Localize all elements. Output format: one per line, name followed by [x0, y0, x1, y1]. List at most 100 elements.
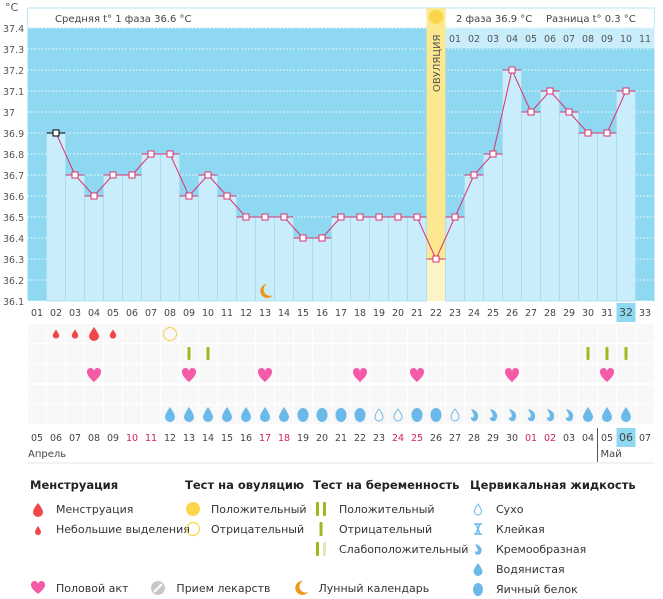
sticky-icon [474, 523, 482, 535]
date-label: 19 [297, 433, 309, 444]
row-cell [237, 385, 255, 404]
row-cell [389, 364, 407, 383]
row-cell [104, 364, 122, 383]
row-cell [427, 385, 445, 404]
watery-icon [184, 407, 194, 422]
creamy-icon [527, 409, 536, 422]
legend-ovulation-test: Тест на овуляцию Положительный Отрицател… [185, 478, 307, 539]
legend-title: Цервикальная жидкость [470, 478, 636, 492]
row-cell [218, 324, 236, 343]
row-cell [199, 385, 217, 404]
temperature-point [128, 171, 136, 179]
row-cell [408, 344, 426, 363]
row-cell [66, 344, 84, 363]
row-cell [123, 385, 141, 404]
row-cell [218, 344, 236, 363]
row-cell [541, 385, 559, 404]
temperature-point [280, 213, 288, 221]
cycle-day-label: 28 [544, 308, 556, 319]
row-cell [85, 385, 103, 404]
row-cell [503, 324, 521, 343]
watery-icon [602, 407, 612, 422]
row-cell [636, 324, 654, 343]
row-cell [465, 324, 483, 343]
row-cell [199, 324, 217, 343]
row-cell [446, 385, 464, 404]
creamy-icon [470, 409, 479, 422]
row-cell [47, 344, 65, 363]
cycle-day-label: 04 [88, 308, 100, 319]
row-cell [465, 344, 483, 363]
row-cell [446, 405, 464, 424]
row-cell [636, 385, 654, 404]
date-label: 20 [316, 433, 328, 444]
row-cell [370, 364, 388, 383]
cycle-day-label: 16 [316, 308, 328, 319]
row-cell [427, 364, 445, 383]
row-cell [256, 385, 274, 404]
next-date-label: 04 [506, 34, 518, 45]
creamy-icon [508, 409, 517, 422]
temperature-bar [65, 174, 85, 302]
temperature-difference: Разница t° 0.3 °C [546, 14, 636, 25]
pregnancy-test-negative-icon [624, 347, 628, 360]
temperature-point [299, 234, 307, 242]
y-tick-label: 36.7 [3, 171, 24, 182]
small-drop-icon [35, 526, 41, 535]
creamy-icon [489, 409, 498, 422]
cycle-day-label: 32 [619, 306, 633, 319]
next-date-label: 11 [639, 34, 651, 45]
heart-icon [257, 367, 273, 382]
row-cell [598, 385, 616, 404]
egg-white-icon [430, 408, 442, 422]
legend-other: Половой акт Прием лекарств Лунный календ… [30, 578, 429, 598]
temperature-bar [274, 216, 294, 302]
next-date-label: 01 [449, 34, 461, 45]
moon-icon [294, 580, 308, 595]
heart-icon [599, 367, 615, 382]
temperature-point [166, 150, 174, 158]
row-cell [484, 344, 502, 363]
temperature-bar [597, 132, 617, 302]
egg-white-icon [411, 408, 423, 422]
temperature-point [508, 66, 516, 74]
temperature-point [622, 87, 630, 95]
ovulation-sun-icon [429, 10, 443, 24]
row-cell [484, 364, 502, 383]
row-cell [104, 405, 122, 424]
temperature-bar [483, 153, 503, 302]
temperature-point [204, 171, 212, 179]
row-cell [370, 344, 388, 363]
row-cell [389, 344, 407, 363]
date-label: 02 [544, 433, 556, 444]
cycle-day-label: 26 [506, 308, 518, 319]
test-negative-icon [319, 522, 323, 536]
row-cell [560, 364, 578, 383]
cycle-day-label: 19 [373, 308, 385, 319]
next-date-label: 06 [544, 34, 556, 45]
row-cell [484, 385, 502, 404]
watery-icon [203, 407, 213, 422]
temperature-point [261, 213, 269, 221]
cycle-day-label: 21 [411, 308, 423, 319]
row-cell [370, 405, 388, 424]
temperature-point [603, 129, 611, 137]
row-cell [503, 344, 521, 363]
date-label: 29 [487, 433, 499, 444]
ovulation-test-negative-icon [163, 327, 177, 341]
next-date-label: 07 [563, 34, 575, 45]
legend-item: Половой акт [30, 578, 128, 598]
date-label: 08 [88, 433, 100, 444]
row-cell [104, 344, 122, 363]
y-unit-label: °C [5, 1, 19, 14]
temperature-point [52, 129, 60, 137]
watery-icon [260, 407, 270, 422]
row-cell [237, 344, 255, 363]
egg-white-icon [473, 583, 483, 596]
next-date-label: 08 [582, 34, 594, 45]
row-cell [237, 324, 255, 343]
temperature-bar [141, 153, 161, 302]
y-tick-label: 37.3 [3, 45, 24, 56]
row-cell [142, 385, 160, 404]
current-date-highlight [616, 428, 636, 447]
